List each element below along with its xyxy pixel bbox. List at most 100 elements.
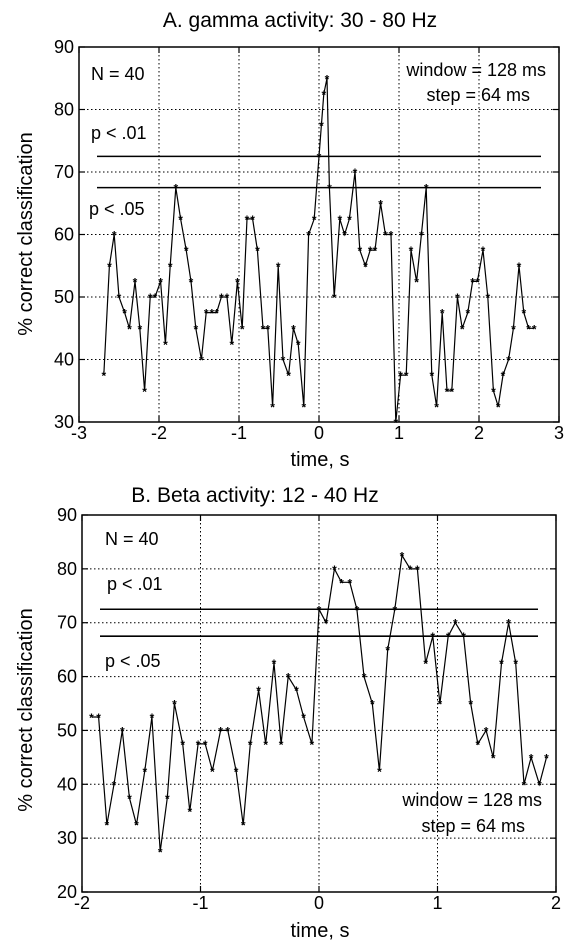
panel-b-ytick-label: 60 (57, 667, 77, 687)
panel-a-ylabel: % correct classification (15, 132, 37, 335)
panel-a-window-annotation: window = 128 ms (405, 60, 546, 80)
panel-b-xtick-label: 2 (551, 893, 561, 913)
panel-b-data-point: * (513, 657, 518, 671)
panel-a-data-point: * (142, 385, 147, 399)
panel-a-data-point: * (337, 213, 342, 227)
panel-a-data-point: * (199, 354, 204, 368)
panel-a-data-point: * (265, 322, 270, 336)
panel-a-data-point: * (317, 150, 322, 164)
panel-b-p01-annotation: p < .01 (107, 574, 163, 594)
panel-a-data-point: * (153, 291, 158, 305)
panel-a-data-point: * (286, 369, 291, 383)
panel-b-data-point: * (347, 576, 352, 590)
panel-b-data-point: * (187, 805, 192, 819)
panel-b-data-point: * (210, 765, 215, 779)
panel-b-data-point: * (241, 819, 246, 833)
panel-a-xtick-label: -2 (151, 423, 167, 443)
panel-a-data-point: * (219, 291, 224, 305)
panel-b-p05-annotation: p < .05 (105, 651, 161, 671)
panel-b-title: B. Beta activity: 12 - 40 Hz (131, 484, 378, 507)
panel-a-data-point: * (327, 182, 332, 196)
panel-b-data-point: * (332, 563, 337, 577)
panel-b-data-point: * (499, 657, 504, 671)
panel-a-data-point: * (163, 338, 168, 352)
panel-a-xtick-label: 3 (554, 423, 564, 443)
panel-b-data-point: * (324, 617, 329, 631)
panel-b-data-point: * (196, 738, 201, 752)
panel-a-data-point: * (250, 213, 255, 227)
panel-a-data-point: * (491, 385, 496, 399)
panel-a-data-point: * (511, 322, 516, 336)
panel-b-ytick-label: 70 (57, 613, 77, 633)
panel-a-data-point: * (117, 291, 122, 305)
panel-b-data-point: * (158, 846, 163, 860)
panel-b-ytick-label: 50 (57, 720, 77, 740)
panel-b-data-point: * (89, 711, 94, 725)
panel-b-series-line (91, 553, 548, 852)
panel-b-data-point: * (142, 765, 147, 779)
panel-b-data-point: * (120, 724, 125, 738)
panel-b-data-point: * (377, 765, 382, 779)
panel-b-data-point: * (225, 724, 230, 738)
panel-b-data-point: * (461, 630, 466, 644)
panel-b-data-point: * (522, 778, 527, 792)
panel-a-data-point: * (270, 400, 275, 414)
panel-a-ytick-label: 30 (54, 412, 74, 432)
panel-a-n-annotation: N = 40 (91, 64, 145, 84)
panel-b-data-point: * (370, 698, 375, 712)
panel-b-data-point: * (491, 751, 496, 765)
panel-a-data-point: * (398, 369, 403, 383)
panel-a-data-point: * (475, 275, 480, 289)
panel-b-data-point: * (408, 563, 413, 577)
panel-a-data-point: * (107, 260, 112, 274)
panel-b-data-point: * (134, 819, 139, 833)
panel-b-data-point: * (96, 711, 101, 725)
panel-a-data-point: * (373, 244, 378, 258)
panel-a-data-point: * (168, 260, 173, 274)
panel-b-data-point: * (127, 792, 132, 806)
panel-a-data-point: * (137, 322, 142, 336)
panel-a-data-point: * (306, 229, 311, 243)
panel-b-xtick-label: 1 (432, 893, 442, 913)
panel-b-data-point: * (339, 576, 344, 590)
panel-b-data-point: * (301, 711, 306, 725)
panel-a-xtick-label: -1 (231, 423, 247, 443)
panel-a-ytick-label: 70 (54, 162, 74, 182)
panel-a-data-point: * (363, 260, 368, 274)
panel-b-data-point: * (105, 819, 110, 833)
panel-b-xtick-label: 0 (314, 893, 324, 913)
panel-a-data-point: * (485, 291, 490, 305)
panel-a-data-point: * (301, 400, 306, 414)
panel-a-data-point: * (347, 213, 352, 227)
panel-a-data-point: * (424, 182, 429, 196)
panel-a-data-point: * (312, 213, 317, 227)
panel-b-data-point: * (256, 684, 261, 698)
panel-a-data-point: * (506, 354, 511, 368)
panel-a-p01-annotation: p < .01 (91, 123, 147, 143)
panel-b-data-point: * (355, 603, 360, 617)
panel-a-data-point: * (455, 291, 460, 305)
panel-a-data-point: * (184, 244, 189, 258)
panel-a-step-annotation: step = 64 ms (426, 85, 530, 105)
panel-a-data-point: * (189, 275, 194, 289)
panel-b-data-point: * (537, 778, 542, 792)
panel-a-data-point: * (255, 244, 260, 258)
panel-a-data-point: * (133, 275, 138, 289)
panel-a-data-point: * (291, 322, 296, 336)
panel-a-data-point: * (214, 307, 219, 321)
panel-a-data-point: * (209, 307, 214, 321)
panel-a-data-point: * (419, 229, 424, 243)
panel-b-data-point: * (272, 657, 277, 671)
panel-b-data-point: * (218, 724, 223, 738)
panel-b-data-point: * (172, 698, 177, 712)
panel-b-data-point: * (529, 751, 534, 765)
panel-b-data-point: * (112, 778, 117, 792)
panel-b-data-point: * (400, 549, 405, 563)
panel-a-data-point: * (517, 260, 522, 274)
panel-a-data-point: * (127, 322, 132, 336)
panel-b-ytick-label: 30 (57, 828, 77, 848)
panel-a-data-point: * (378, 197, 383, 211)
panel-a-xlabel: time, s (291, 449, 350, 471)
panel-a-data-point: * (460, 322, 465, 336)
